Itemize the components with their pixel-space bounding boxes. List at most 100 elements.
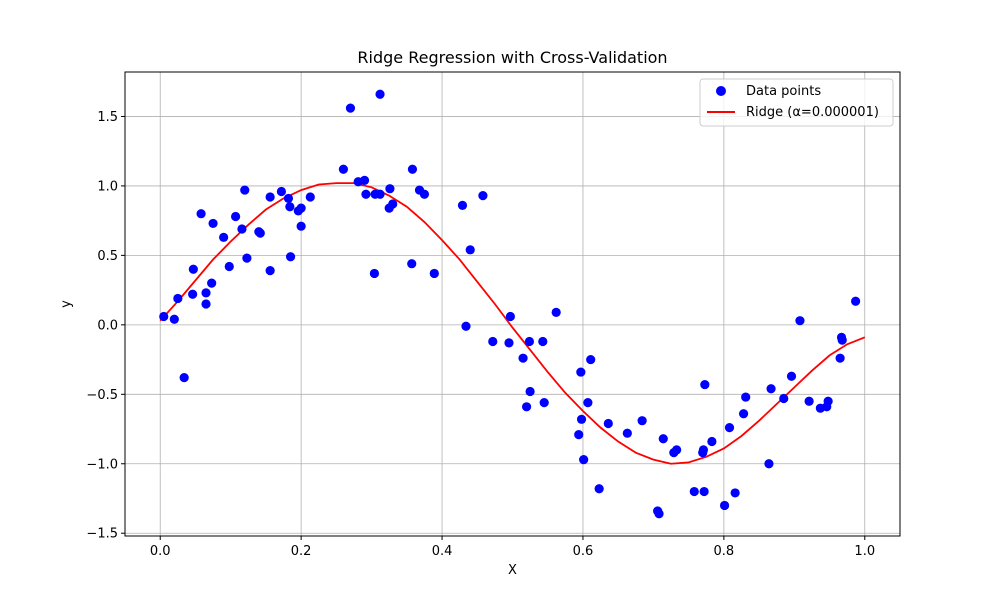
y-tick-label: −1.0	[86, 457, 118, 472]
data-point	[539, 398, 549, 408]
data-point	[173, 293, 183, 304]
data-point	[594, 484, 604, 494]
y-tick-label: −1.5	[86, 527, 118, 542]
y-tick-label: 0.0	[97, 318, 118, 333]
data-point	[265, 192, 275, 202]
data-point	[658, 434, 668, 444]
data-point	[388, 199, 398, 209]
data-point	[188, 264, 198, 274]
data-point	[654, 509, 664, 519]
data-point	[837, 335, 847, 345]
data-point	[359, 175, 370, 185]
data-point	[622, 428, 632, 438]
legend: Data points Ridge (α=0.000001)	[699, 78, 894, 127]
data-point	[296, 203, 306, 213]
data-point	[240, 185, 250, 195]
data-point	[283, 193, 294, 204]
data-point	[407, 164, 418, 174]
data-point	[518, 353, 528, 363]
data-point	[521, 402, 532, 412]
data-point	[242, 253, 252, 263]
ridge-line-layer	[159, 182, 866, 465]
data-point	[719, 500, 730, 511]
data-point	[296, 221, 306, 231]
data-point	[361, 189, 371, 199]
x-tick-label: 1.0	[854, 544, 875, 559]
data-point	[369, 268, 380, 279]
legend-box	[699, 78, 894, 127]
data-point	[457, 200, 468, 210]
data-point	[504, 338, 514, 348]
y-tick-label: 0.5	[97, 249, 118, 264]
data-point	[461, 321, 471, 331]
data-point	[538, 336, 548, 347]
data-point	[285, 252, 296, 262]
data-point	[429, 268, 439, 279]
data-point	[276, 186, 287, 197]
data-point	[407, 259, 417, 269]
data-point	[724, 423, 735, 433]
x-axis-label: X	[508, 563, 517, 578]
y-tick-label: 1.0	[97, 179, 118, 194]
data-point	[345, 103, 356, 113]
y-tick-label: 1.5	[97, 110, 118, 125]
legend-label-data-points: Data points	[746, 84, 821, 99]
chart-title: Ridge Regression with Cross-Validation	[357, 48, 667, 67]
data-point	[305, 192, 315, 202]
scatter-point-layer	[159, 89, 861, 519]
y-tick-label: −0.5	[86, 388, 118, 403]
ridge-fit-line	[159, 182, 866, 465]
data-point	[637, 416, 647, 426]
data-point	[478, 191, 488, 201]
data-point	[465, 245, 475, 255]
legend-scatter-marker	[716, 86, 726, 96]
data-point	[419, 189, 430, 199]
data-point	[265, 266, 275, 276]
data-point	[603, 418, 613, 429]
x-tick-label: 0.2	[291, 544, 312, 559]
data-point	[835, 353, 845, 363]
grid-lines	[125, 72, 900, 536]
data-point	[524, 336, 535, 347]
data-point	[672, 445, 682, 455]
data-point	[375, 89, 385, 99]
data-point	[505, 311, 515, 322]
data-point	[698, 445, 709, 455]
data-point	[338, 164, 349, 174]
x-tick-label: 0.6	[573, 544, 594, 559]
data-point	[188, 289, 198, 299]
data-point	[851, 296, 861, 306]
data-point	[804, 396, 814, 406]
data-point	[795, 316, 805, 326]
data-point	[159, 311, 169, 322]
data-point	[201, 288, 211, 298]
data-point	[525, 386, 535, 397]
data-point	[700, 379, 710, 390]
data-point	[707, 436, 717, 447]
x-axis-ticks: 0.0 0.2 0.4 0.6 0.8 1.0	[150, 536, 875, 559]
data-point	[219, 232, 229, 242]
data-point	[231, 211, 241, 222]
plot-frame	[124, 71, 901, 537]
data-point	[730, 488, 740, 498]
data-point	[179, 373, 189, 383]
data-point	[224, 261, 234, 272]
legend-label-ridge: Ridge (α=0.000001)	[746, 105, 879, 120]
data-point	[766, 384, 776, 394]
data-point	[583, 398, 593, 408]
data-point	[779, 393, 789, 404]
data-point	[208, 218, 218, 229]
y-axis-ticks: −1.5 −1.0 −0.5 0.0 0.5 1.0 1.5	[86, 110, 125, 542]
y-axis-label: y	[59, 300, 74, 308]
x-tick-label: 0.0	[150, 544, 171, 559]
data-point	[201, 299, 211, 309]
data-point	[786, 371, 797, 381]
data-point	[823, 396, 833, 406]
data-point	[285, 202, 295, 212]
data-point	[576, 367, 586, 377]
data-point	[255, 228, 265, 238]
data-point	[579, 454, 589, 465]
data-point	[169, 314, 179, 324]
x-tick-label: 0.4	[432, 544, 453, 559]
